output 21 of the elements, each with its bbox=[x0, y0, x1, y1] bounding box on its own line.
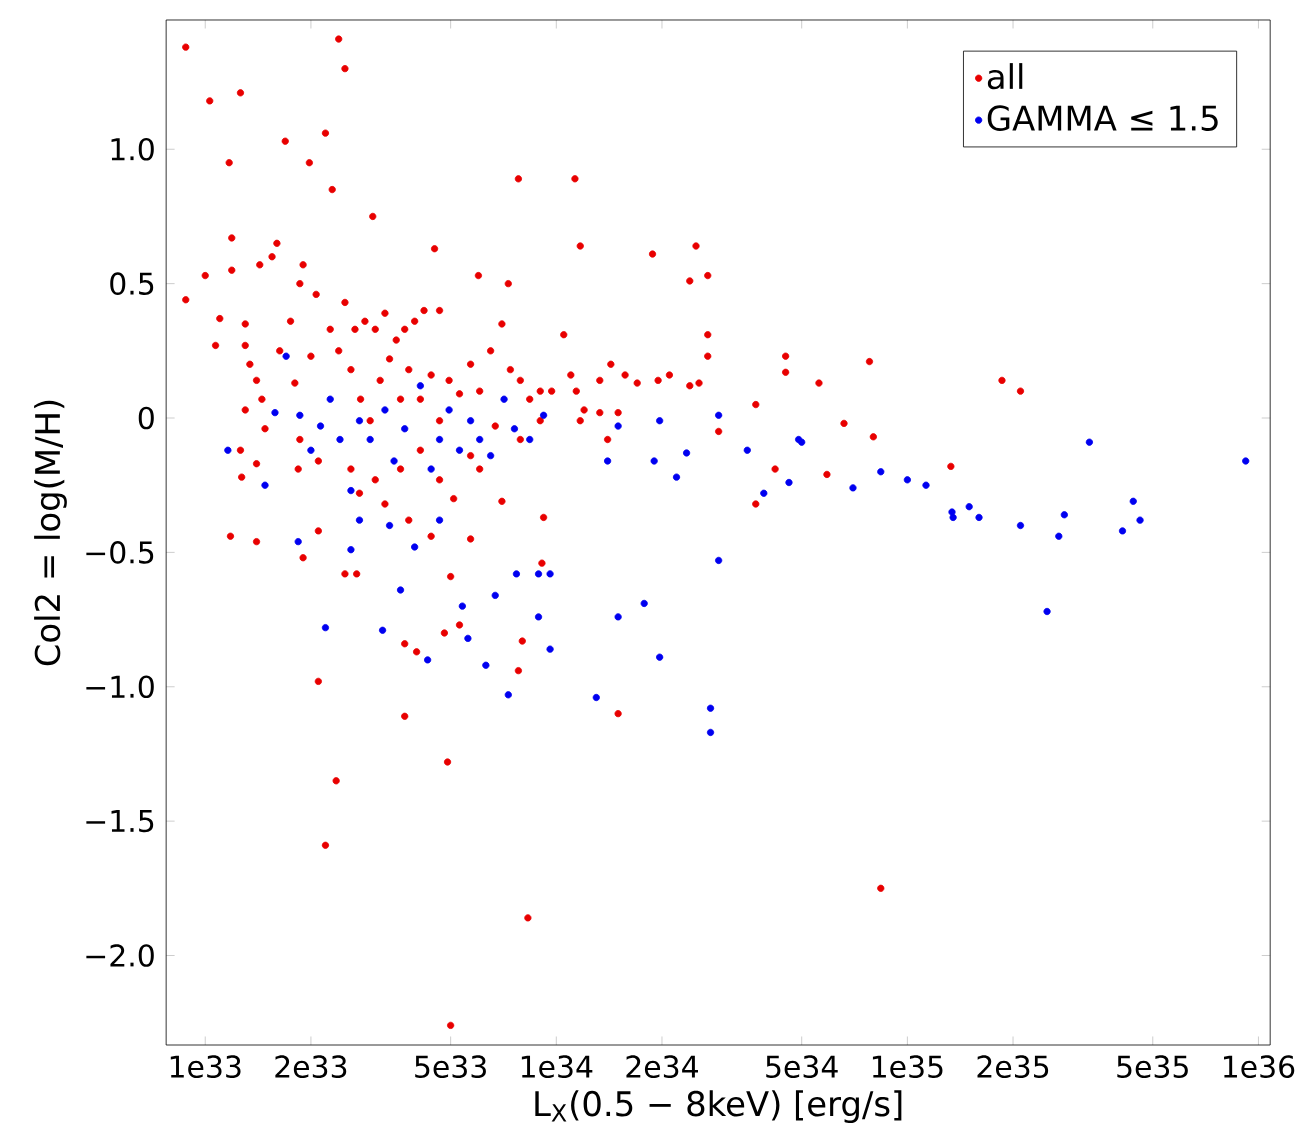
x-axis-title: L$_{X}$(0.5 − 8keV) [erg/s] bbox=[535, 1090, 902, 1124]
x-tick-label: 2e33 bbox=[275, 1055, 347, 1078]
legend-label: all bbox=[987, 63, 1023, 90]
x-tick-label: 2e34 bbox=[626, 1055, 698, 1078]
x-tick-label: 1e35 bbox=[872, 1055, 943, 1078]
y-tick-label: −2.0 bbox=[86, 944, 154, 967]
y-tick-label: 0.5 bbox=[110, 272, 154, 295]
x-tick-label: 2e35 bbox=[977, 1055, 1049, 1078]
x-tick-label: 1e34 bbox=[521, 1055, 593, 1078]
x-tick-label: 1e36 bbox=[1224, 1055, 1295, 1078]
y-tick-label: 0 bbox=[138, 406, 154, 430]
y-tick-label: −1.5 bbox=[86, 810, 154, 833]
y-tick-label: −1.0 bbox=[86, 675, 154, 699]
y-axis-title: Col2 = log(M/H) bbox=[34, 400, 67, 666]
legend-label: GAMMA ≤ 1.5 bbox=[987, 105, 1218, 131]
x-tick-label: 5e35 bbox=[1117, 1055, 1188, 1078]
x-tick-label: 5e33 bbox=[415, 1055, 486, 1078]
y-tick-label: 1.0 bbox=[111, 137, 154, 161]
x-tick-label: 1e33 bbox=[170, 1055, 241, 1078]
x-tick-label: 5e34 bbox=[766, 1055, 838, 1078]
y-tick-label: −0.5 bbox=[86, 541, 154, 564]
